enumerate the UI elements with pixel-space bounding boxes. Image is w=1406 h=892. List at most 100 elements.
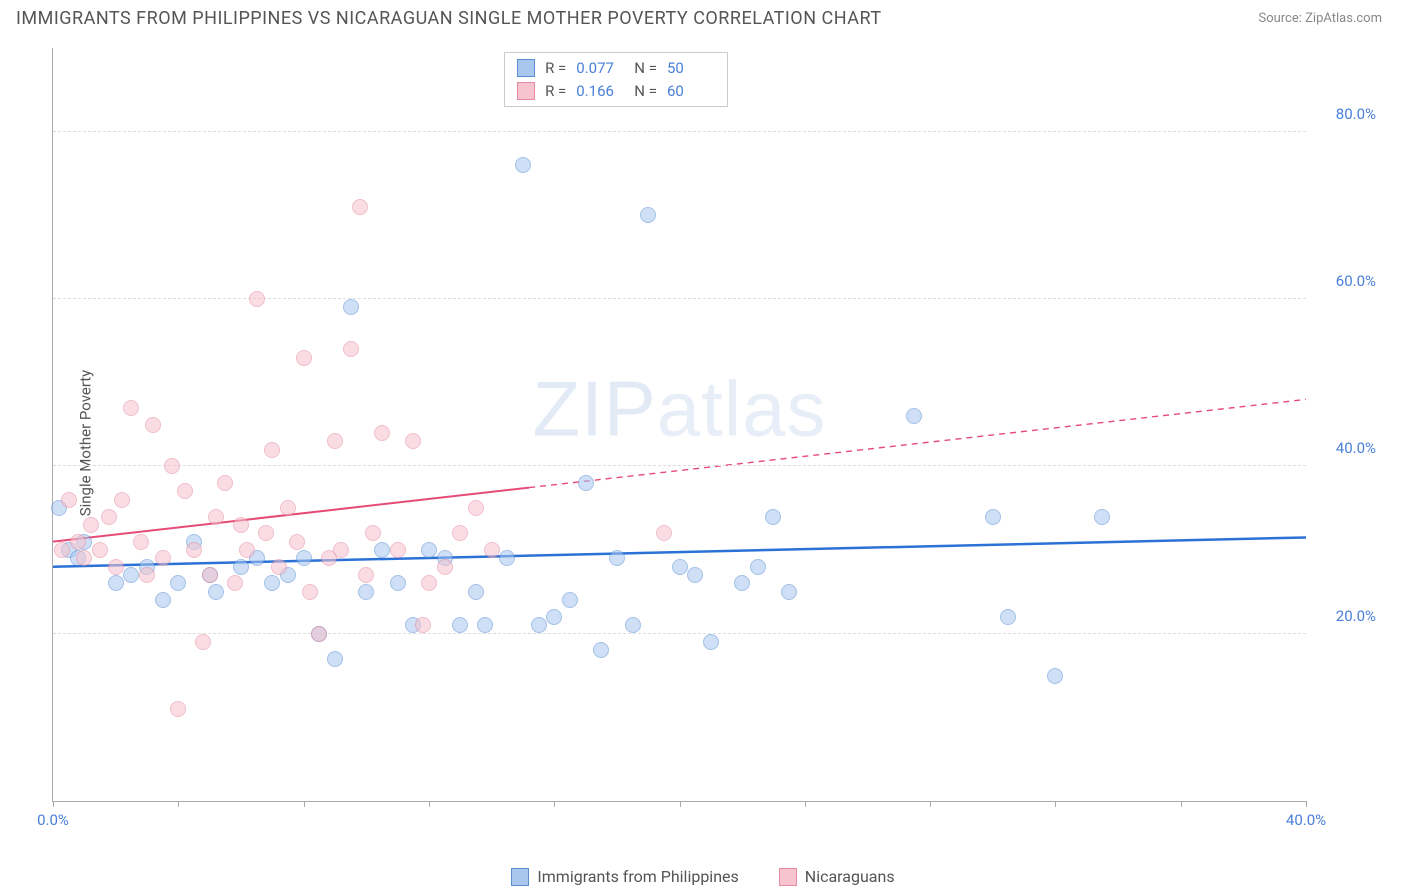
data-point bbox=[170, 575, 186, 591]
data-point bbox=[280, 500, 296, 516]
x-tick-mark bbox=[53, 801, 54, 807]
legend-label: Immigrants from Philippines bbox=[537, 867, 738, 886]
data-point bbox=[264, 442, 280, 458]
data-point bbox=[123, 567, 139, 583]
data-point bbox=[76, 550, 92, 566]
data-point bbox=[390, 575, 406, 591]
y-tick-label: 80.0% bbox=[1316, 105, 1376, 123]
data-point bbox=[311, 626, 327, 642]
data-point bbox=[177, 483, 193, 499]
data-point bbox=[217, 475, 233, 491]
data-point bbox=[656, 525, 672, 541]
data-point bbox=[133, 534, 149, 550]
data-point bbox=[374, 425, 390, 441]
data-point bbox=[327, 651, 343, 667]
x-tick-mark bbox=[178, 801, 179, 807]
bottom-legend: Immigrants from Philippines Nicaraguans bbox=[0, 867, 1406, 886]
legend-item: Nicaraguans bbox=[779, 867, 895, 886]
watermark: ZIPatlas bbox=[532, 364, 826, 455]
legend-swatch bbox=[517, 59, 535, 77]
data-point bbox=[477, 617, 493, 633]
plot-region: ZIPatlas R =0.077N =50R =0.166N =60 20.0… bbox=[52, 48, 1306, 802]
data-point bbox=[108, 559, 124, 575]
data-point bbox=[734, 575, 750, 591]
data-point bbox=[781, 584, 797, 600]
chart-title: IMMIGRANTS FROM PHILIPPINES VS NICARAGUA… bbox=[16, 8, 882, 29]
stat-n-value: 50 bbox=[667, 57, 715, 80]
data-point bbox=[239, 542, 255, 558]
data-point bbox=[750, 559, 766, 575]
data-point bbox=[415, 617, 431, 633]
data-point bbox=[70, 534, 86, 550]
data-point bbox=[468, 584, 484, 600]
x-tick-label: 0.0% bbox=[37, 811, 69, 829]
data-point bbox=[562, 592, 578, 608]
x-tick-mark bbox=[805, 801, 806, 807]
gridline bbox=[53, 633, 1306, 634]
data-point bbox=[195, 634, 211, 650]
data-point bbox=[233, 559, 249, 575]
trend-lines bbox=[53, 48, 1306, 801]
data-point bbox=[1000, 609, 1016, 625]
x-tick-mark bbox=[304, 801, 305, 807]
stat-n-label: N = bbox=[634, 80, 657, 103]
legend-swatch bbox=[779, 868, 797, 886]
data-point bbox=[271, 559, 287, 575]
x-tick-mark bbox=[680, 801, 681, 807]
data-point bbox=[546, 609, 562, 625]
data-point bbox=[208, 584, 224, 600]
data-point bbox=[421, 542, 437, 558]
data-point bbox=[358, 567, 374, 583]
data-point bbox=[703, 634, 719, 650]
data-point bbox=[296, 350, 312, 366]
gridline bbox=[53, 298, 1306, 299]
stats-row: R =0.077N =50 bbox=[517, 57, 715, 80]
data-point bbox=[264, 575, 280, 591]
data-point bbox=[531, 617, 547, 633]
x-tick-mark bbox=[1055, 801, 1056, 807]
data-point bbox=[452, 617, 468, 633]
data-point bbox=[593, 642, 609, 658]
data-point bbox=[985, 509, 1001, 525]
data-point bbox=[296, 550, 312, 566]
x-tick-mark bbox=[429, 801, 430, 807]
data-point bbox=[333, 542, 349, 558]
legend-item: Immigrants from Philippines bbox=[511, 867, 738, 886]
x-tick-mark bbox=[1181, 801, 1182, 807]
data-point bbox=[687, 567, 703, 583]
data-point bbox=[515, 157, 531, 173]
data-point bbox=[1094, 509, 1110, 525]
stat-r-value: 0.077 bbox=[576, 57, 624, 80]
y-tick-label: 40.0% bbox=[1316, 439, 1376, 457]
stat-r-label: R = bbox=[545, 57, 566, 80]
gridline bbox=[53, 131, 1306, 132]
stat-n-value: 60 bbox=[667, 80, 715, 103]
data-point bbox=[1047, 668, 1063, 684]
data-point bbox=[54, 542, 70, 558]
y-tick-label: 60.0% bbox=[1316, 272, 1376, 290]
data-point bbox=[302, 584, 318, 600]
data-point bbox=[405, 433, 421, 449]
data-point bbox=[186, 542, 202, 558]
source-label: Source: ZipAtlas.com bbox=[1258, 11, 1382, 26]
data-point bbox=[92, 542, 108, 558]
data-point bbox=[327, 433, 343, 449]
data-point bbox=[374, 542, 390, 558]
stats-row: R =0.166N =60 bbox=[517, 80, 715, 103]
gridline bbox=[53, 465, 1306, 466]
data-point bbox=[123, 400, 139, 416]
data-point bbox=[233, 517, 249, 533]
data-point bbox=[343, 299, 359, 315]
x-tick-mark bbox=[554, 801, 555, 807]
data-point bbox=[289, 534, 305, 550]
legend-swatch bbox=[517, 82, 535, 100]
data-point bbox=[114, 492, 130, 508]
data-point bbox=[640, 207, 656, 223]
data-point bbox=[170, 701, 186, 717]
data-point bbox=[343, 341, 359, 357]
stats-legend-box: R =0.077N =50R =0.166N =60 bbox=[504, 52, 728, 107]
data-point bbox=[208, 509, 224, 525]
data-point bbox=[452, 525, 468, 541]
data-point bbox=[61, 492, 77, 508]
data-point bbox=[249, 291, 265, 307]
